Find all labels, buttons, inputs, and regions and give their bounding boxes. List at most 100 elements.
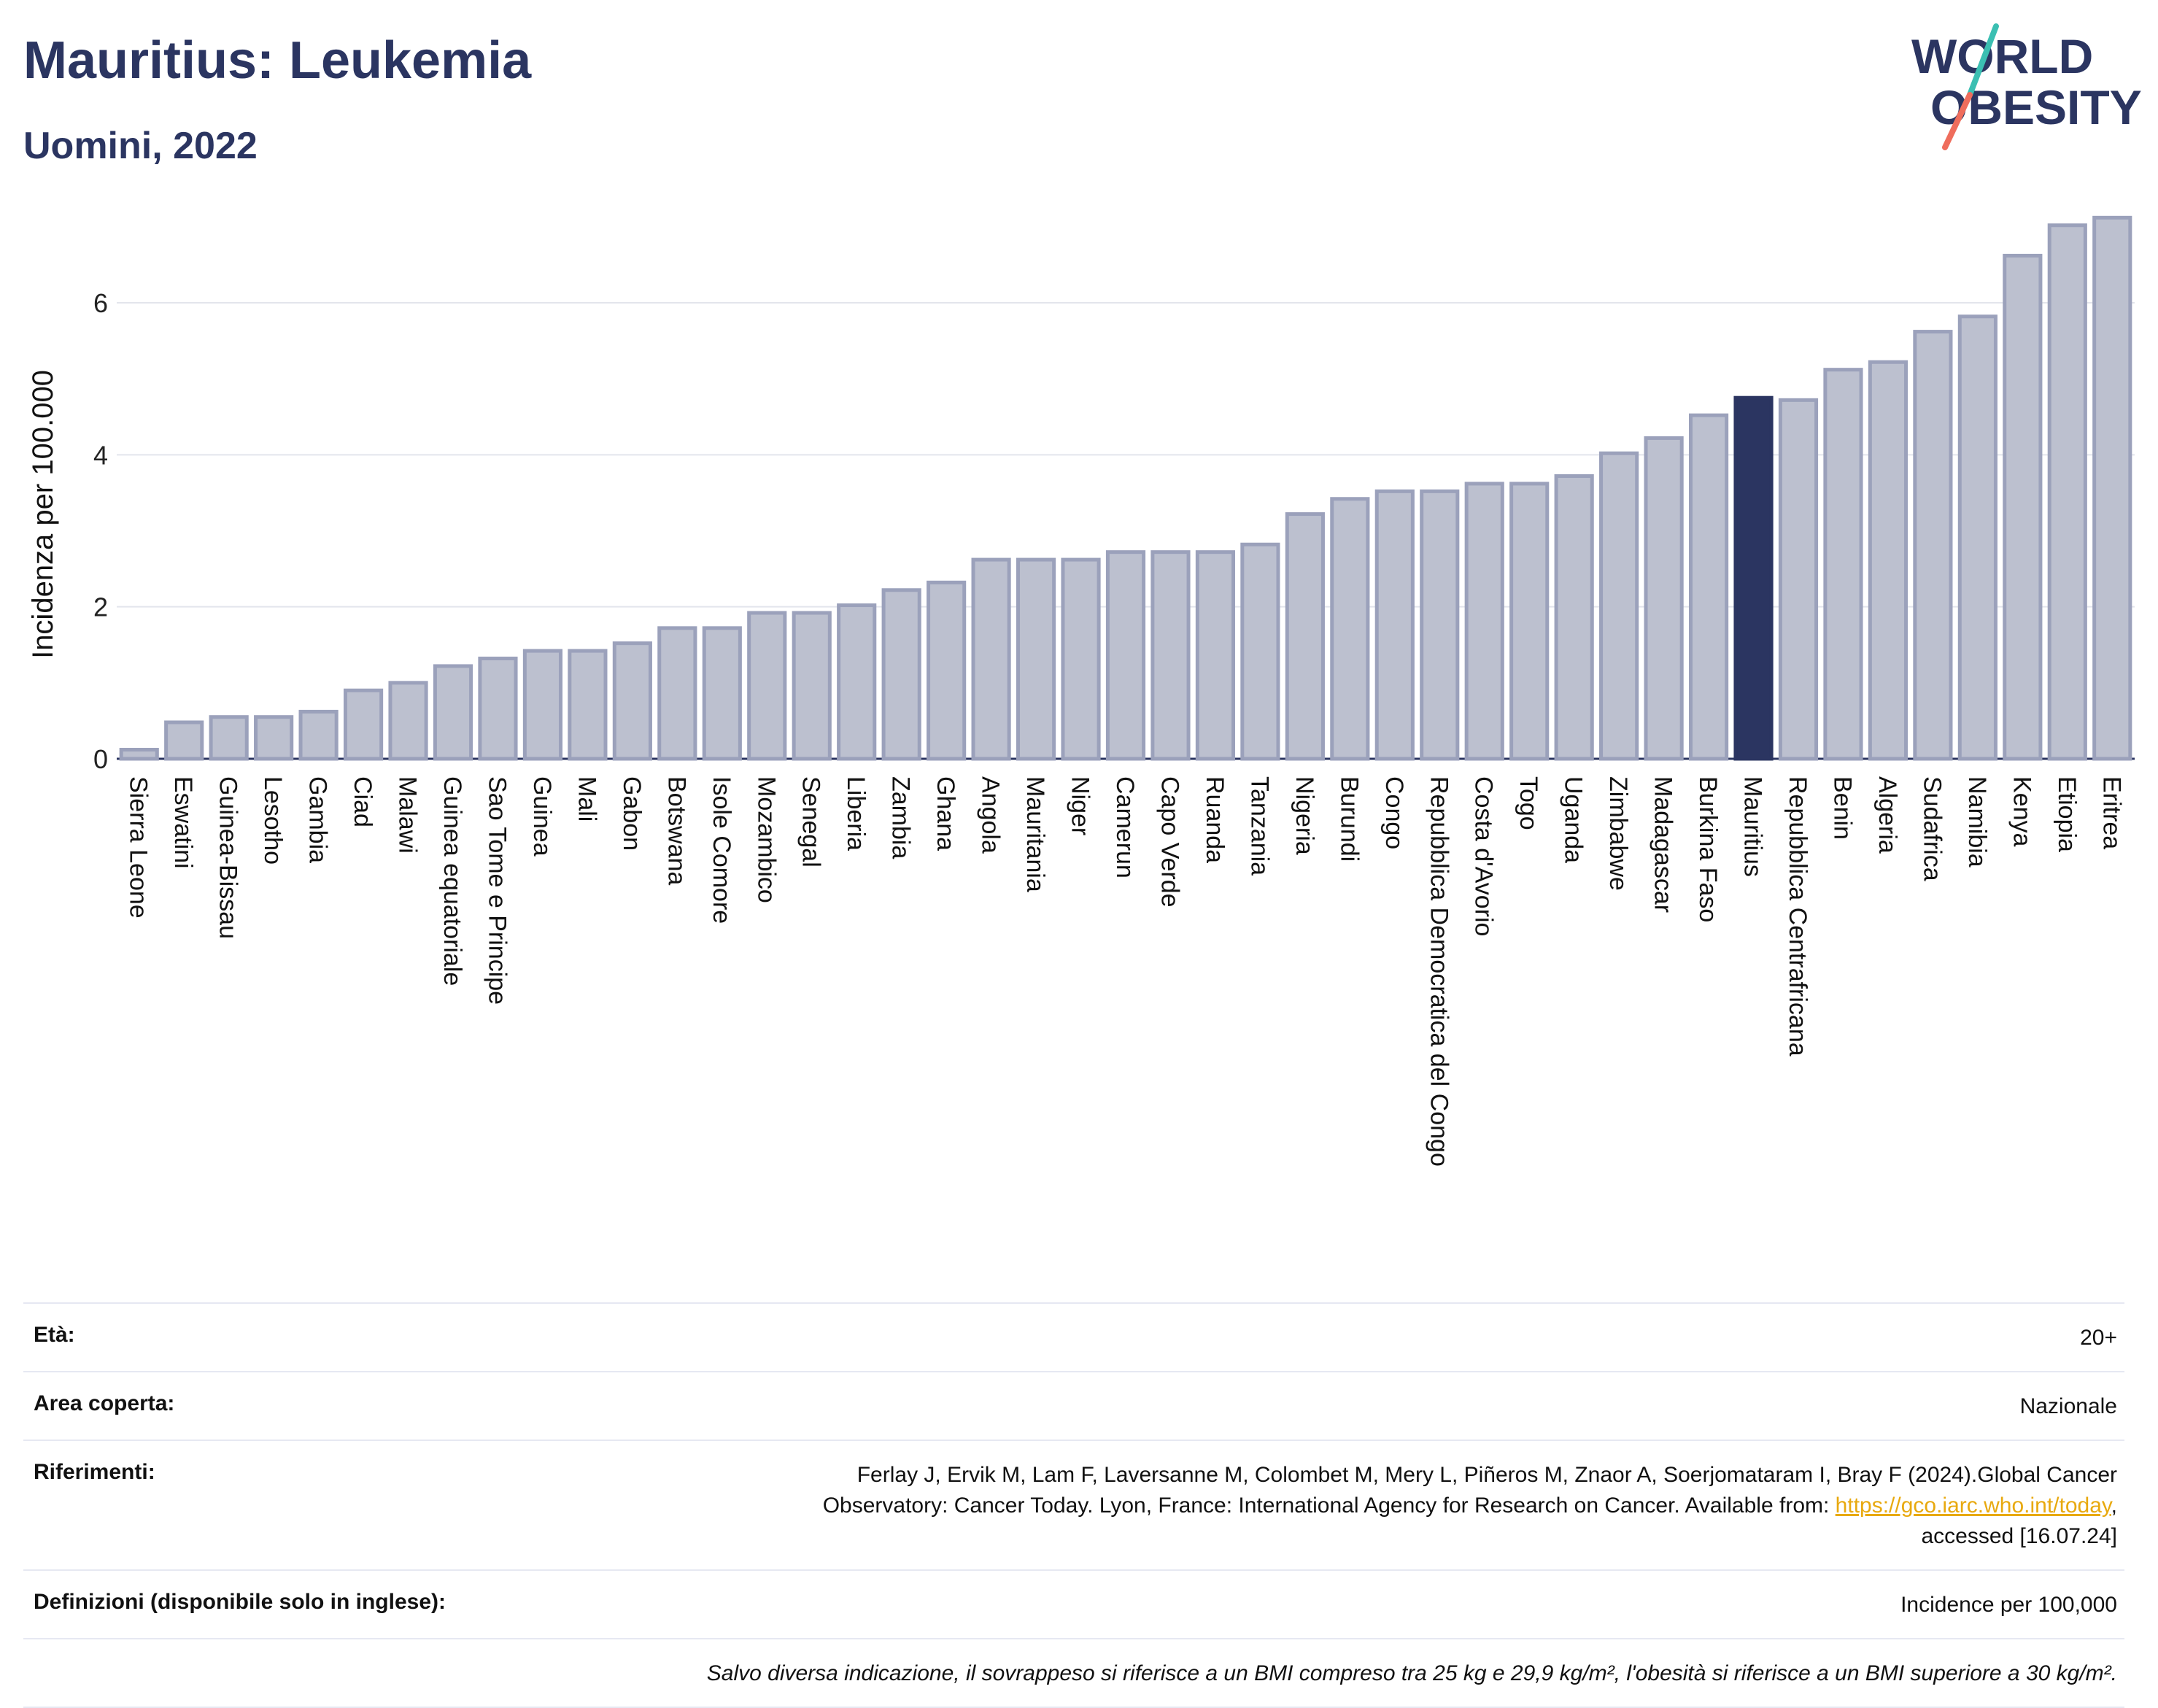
references-value: Ferlay J, Ervik M, Lam F, Laversanne M, … [823,1460,2117,1552]
definitions-label: Definizioni (disponibile solo in inglese… [34,1590,446,1614]
bar-algeria [1868,360,1908,761]
bar-burkina-faso [1688,413,1729,761]
bar-mauritania [1016,557,1056,761]
bar-angola [971,557,1011,761]
references-link[interactable]: https://gco.iarc.who.int/today [1835,1493,2111,1518]
x-tick-label: Mozambico [752,776,780,903]
x-tick-label: Burundi [1335,776,1363,862]
x-tick-label: Guinea-Bissau [214,776,242,939]
x-tick-label: Nigeria [1291,776,1318,855]
x-tick-label: Zambia [887,776,915,859]
bar-mozambico [747,611,787,761]
definitions-value: Incidence per 100,000 [1900,1593,2117,1617]
meta-row-definitions: Definizioni (disponibile solo in inglese… [23,1569,2124,1638]
bar-lesotho [254,715,294,761]
age-value: 20+ [2080,1326,2117,1350]
area-value: Nazionale [2019,1394,2117,1418]
bar-uganda [1554,474,1594,761]
references-text-2: Observatory: Cancer Today. Lyon, France:… [822,1493,1836,1518]
bar-botswana [657,626,697,761]
x-tick-label: Ruanda [1201,776,1229,863]
bar-costa-d-avorio [1464,482,1504,761]
x-tick-label: Repubblica Democratica del Congo [1425,776,1453,1167]
bar-tanzania [1240,542,1280,761]
x-tick-label: Algeria [1873,776,1901,854]
x-tick-label: Togo [1515,776,1542,830]
bmi-note: Salvo diversa indicazione, il sovrappeso… [706,1661,2117,1685]
logo-slash-teal [1967,23,1999,98]
x-tick-label: Kenya [2008,776,2035,846]
bar-chart: Sierra Leone Eswatini Guinea-Bissau Lesotho… [27,215,2135,1167]
x-tick-label: Angola [977,776,1005,854]
x-tick-label: Botswana [662,776,690,885]
y-tick-label: 0 [93,744,108,774]
y-tick-label: 4 [93,440,108,470]
bar-guinea-equatoriale [433,664,473,761]
bar-sierra-leone [119,748,159,761]
world-obesity-logo: WORLD OBESITY [1911,23,2142,150]
bar-ghana [927,580,967,761]
y-tick-label: 6 [93,288,108,318]
bar-zambia [881,588,921,761]
meta-row-note: Salvo diversa indicazione, il sovrappeso… [23,1638,2124,1708]
x-tick-label: Benin [1828,776,1856,840]
bar-gabon [612,641,652,761]
bar-camerun [1105,550,1146,761]
bar-mauritius [1733,395,1774,761]
references-text-1: Ferlay J, Ervik M, Lam F, Laversanne M, … [856,1463,2117,1487]
bar-senegal [792,611,832,761]
x-tick-label: Capo Verde [1156,776,1183,908]
bar-etiopia [2047,223,2087,761]
bar-capo-verde [1150,550,1191,761]
bar-repubblica-centrafricana [1778,398,1819,761]
logo-slash-coral [1942,92,1973,150]
bar-malawi [388,681,428,761]
x-tick-label: Repubblica Centrafricana [1784,776,1811,1056]
bar-benin [1823,368,1863,761]
bar-namibia [1957,314,1997,761]
bars [119,215,2132,761]
x-tick-label: Zimbabwe [1604,776,1632,891]
meta-row-age: Età: 20+ [23,1302,2124,1371]
x-tick-label: Burkina Faso [1694,776,1722,922]
x-tick-label: Costa d'Avorio [1470,776,1498,936]
bar-liberia [837,603,877,761]
bar-guinea [522,649,563,761]
area-label: Area coperta: [34,1391,175,1415]
y-tick-labels: 0 2 4 6 [93,288,108,774]
x-tick-label: Sudafrica [1918,776,1946,881]
y-axis-label: Incidenza per 100.000 [27,370,59,659]
age-label: Età: [34,1323,75,1347]
x-tick-label: Gabon [618,776,646,851]
x-tick-label: Mali [573,776,600,822]
bar-repubblica-democratica-del-congo [1420,489,1460,761]
x-tick-label: Congo [1380,776,1408,849]
x-tick-labels: Sierra Leone Eswatini Guinea-Bissau Lesotho… [125,776,2126,1167]
x-tick-label: Tanzania [1245,776,1273,876]
bar-ciad [343,688,384,761]
bar-togo [1509,482,1550,761]
bar-nigeria [1285,512,1325,761]
bar-burundi [1330,497,1370,761]
x-tick-label: Niger [1067,776,1094,835]
bar-kenya [2003,253,2043,761]
x-tick-label: Senegal [797,776,825,867]
x-tick-label: Camerun [1111,776,1139,878]
bar-madagascar [1644,436,1684,761]
bar-niger [1061,557,1101,761]
x-tick-label: Ghana [932,776,959,851]
x-tick-label: Gambia [304,776,332,863]
x-tick-label: Eswatini [169,776,197,869]
bar-zimbabwe [1599,451,1639,761]
bar-sudafrica [1913,330,1953,761]
x-tick-label: Isole Comore [708,776,735,924]
meta-row-area: Area coperta: Nazionale [23,1371,2124,1440]
x-tick-label: Mauritius [1739,776,1767,877]
y-tick-label: 2 [93,592,108,622]
x-tick-label: Liberia [842,776,870,851]
logo-word-world: WORLD [1911,29,2093,83]
x-tick-label: Uganda [1560,776,1587,863]
bar-eswatini [164,720,204,761]
x-tick-label: Sao Tome e Principe [483,776,511,1005]
bar-eritrea [2092,215,2132,761]
